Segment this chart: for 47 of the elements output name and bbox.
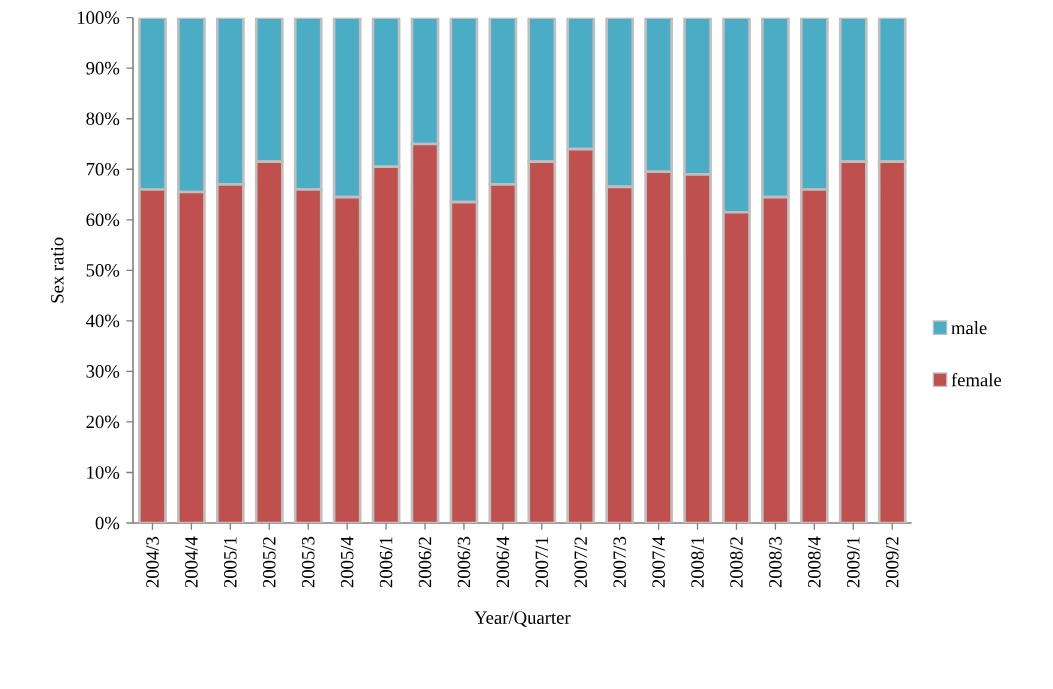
legend-label: male: [951, 321, 987, 335]
x-tick-label: 2006/2: [418, 537, 432, 588]
x-tick-label: 2007/2: [574, 537, 588, 588]
bar: [371, 165, 401, 523]
y-tick-label: 20%: [86, 415, 120, 429]
x-tick-label: 2008/1: [691, 537, 704, 588]
x-tick-label: 2007/3: [613, 536, 626, 588]
y-tick-label: 70%: [86, 162, 120, 176]
x-tick-label: 2008/2: [730, 537, 743, 588]
bar: [488, 183, 518, 523]
x-tick-label: 2006/1: [379, 537, 393, 588]
bar: [293, 188, 323, 523]
bar: [332, 17, 362, 199]
y-tick-label: 90%: [86, 61, 120, 75]
y-tick-label: 50%: [86, 263, 120, 277]
x-tick-label: 2005/4: [340, 536, 354, 588]
y-tick-label: 30%: [86, 365, 120, 378]
y-tick-label: 0%: [95, 516, 120, 530]
x-tick-label: 2004/3: [146, 536, 159, 588]
bar: [527, 160, 557, 523]
text: female: [951, 372, 1002, 387]
bar: [449, 17, 479, 204]
x-tick-label: 2004/4: [185, 536, 198, 588]
x-tick-label: 2005/1: [224, 537, 237, 588]
x-tick-label: 2005/2: [262, 537, 276, 588]
x-tick-label: 2006/3: [457, 536, 471, 588]
y-axis-title: Sex ratio: [51, 237, 64, 303]
y-tick-label: 60%: [86, 213, 120, 227]
bar: [293, 17, 323, 191]
y-tick-label: 80%: [86, 112, 120, 126]
x-axis-title: Year/Quarter: [474, 611, 571, 627]
x-tick-label: 2005/3: [301, 536, 315, 588]
bar: [488, 17, 518, 186]
bar: [449, 200, 479, 523]
x-tick-label: 2009/2: [885, 537, 899, 588]
y-tick-label: 40%: [85, 314, 120, 328]
x-tick-label: 2009/1: [846, 537, 860, 588]
x-tick-label: 2007/4: [652, 536, 665, 588]
bar: [410, 17, 440, 146]
y-tick-label: 10%: [87, 466, 120, 479]
x-tick-label: 2006/4: [496, 536, 510, 588]
bar: [332, 195, 362, 523]
x-tick-label: 2008/4: [808, 536, 821, 588]
y-tick-label: 100%: [77, 11, 120, 24]
x-tick-label: 2007/1: [535, 537, 549, 588]
bar: [410, 142, 440, 523]
x-tick-label: 2008/3: [769, 536, 782, 588]
